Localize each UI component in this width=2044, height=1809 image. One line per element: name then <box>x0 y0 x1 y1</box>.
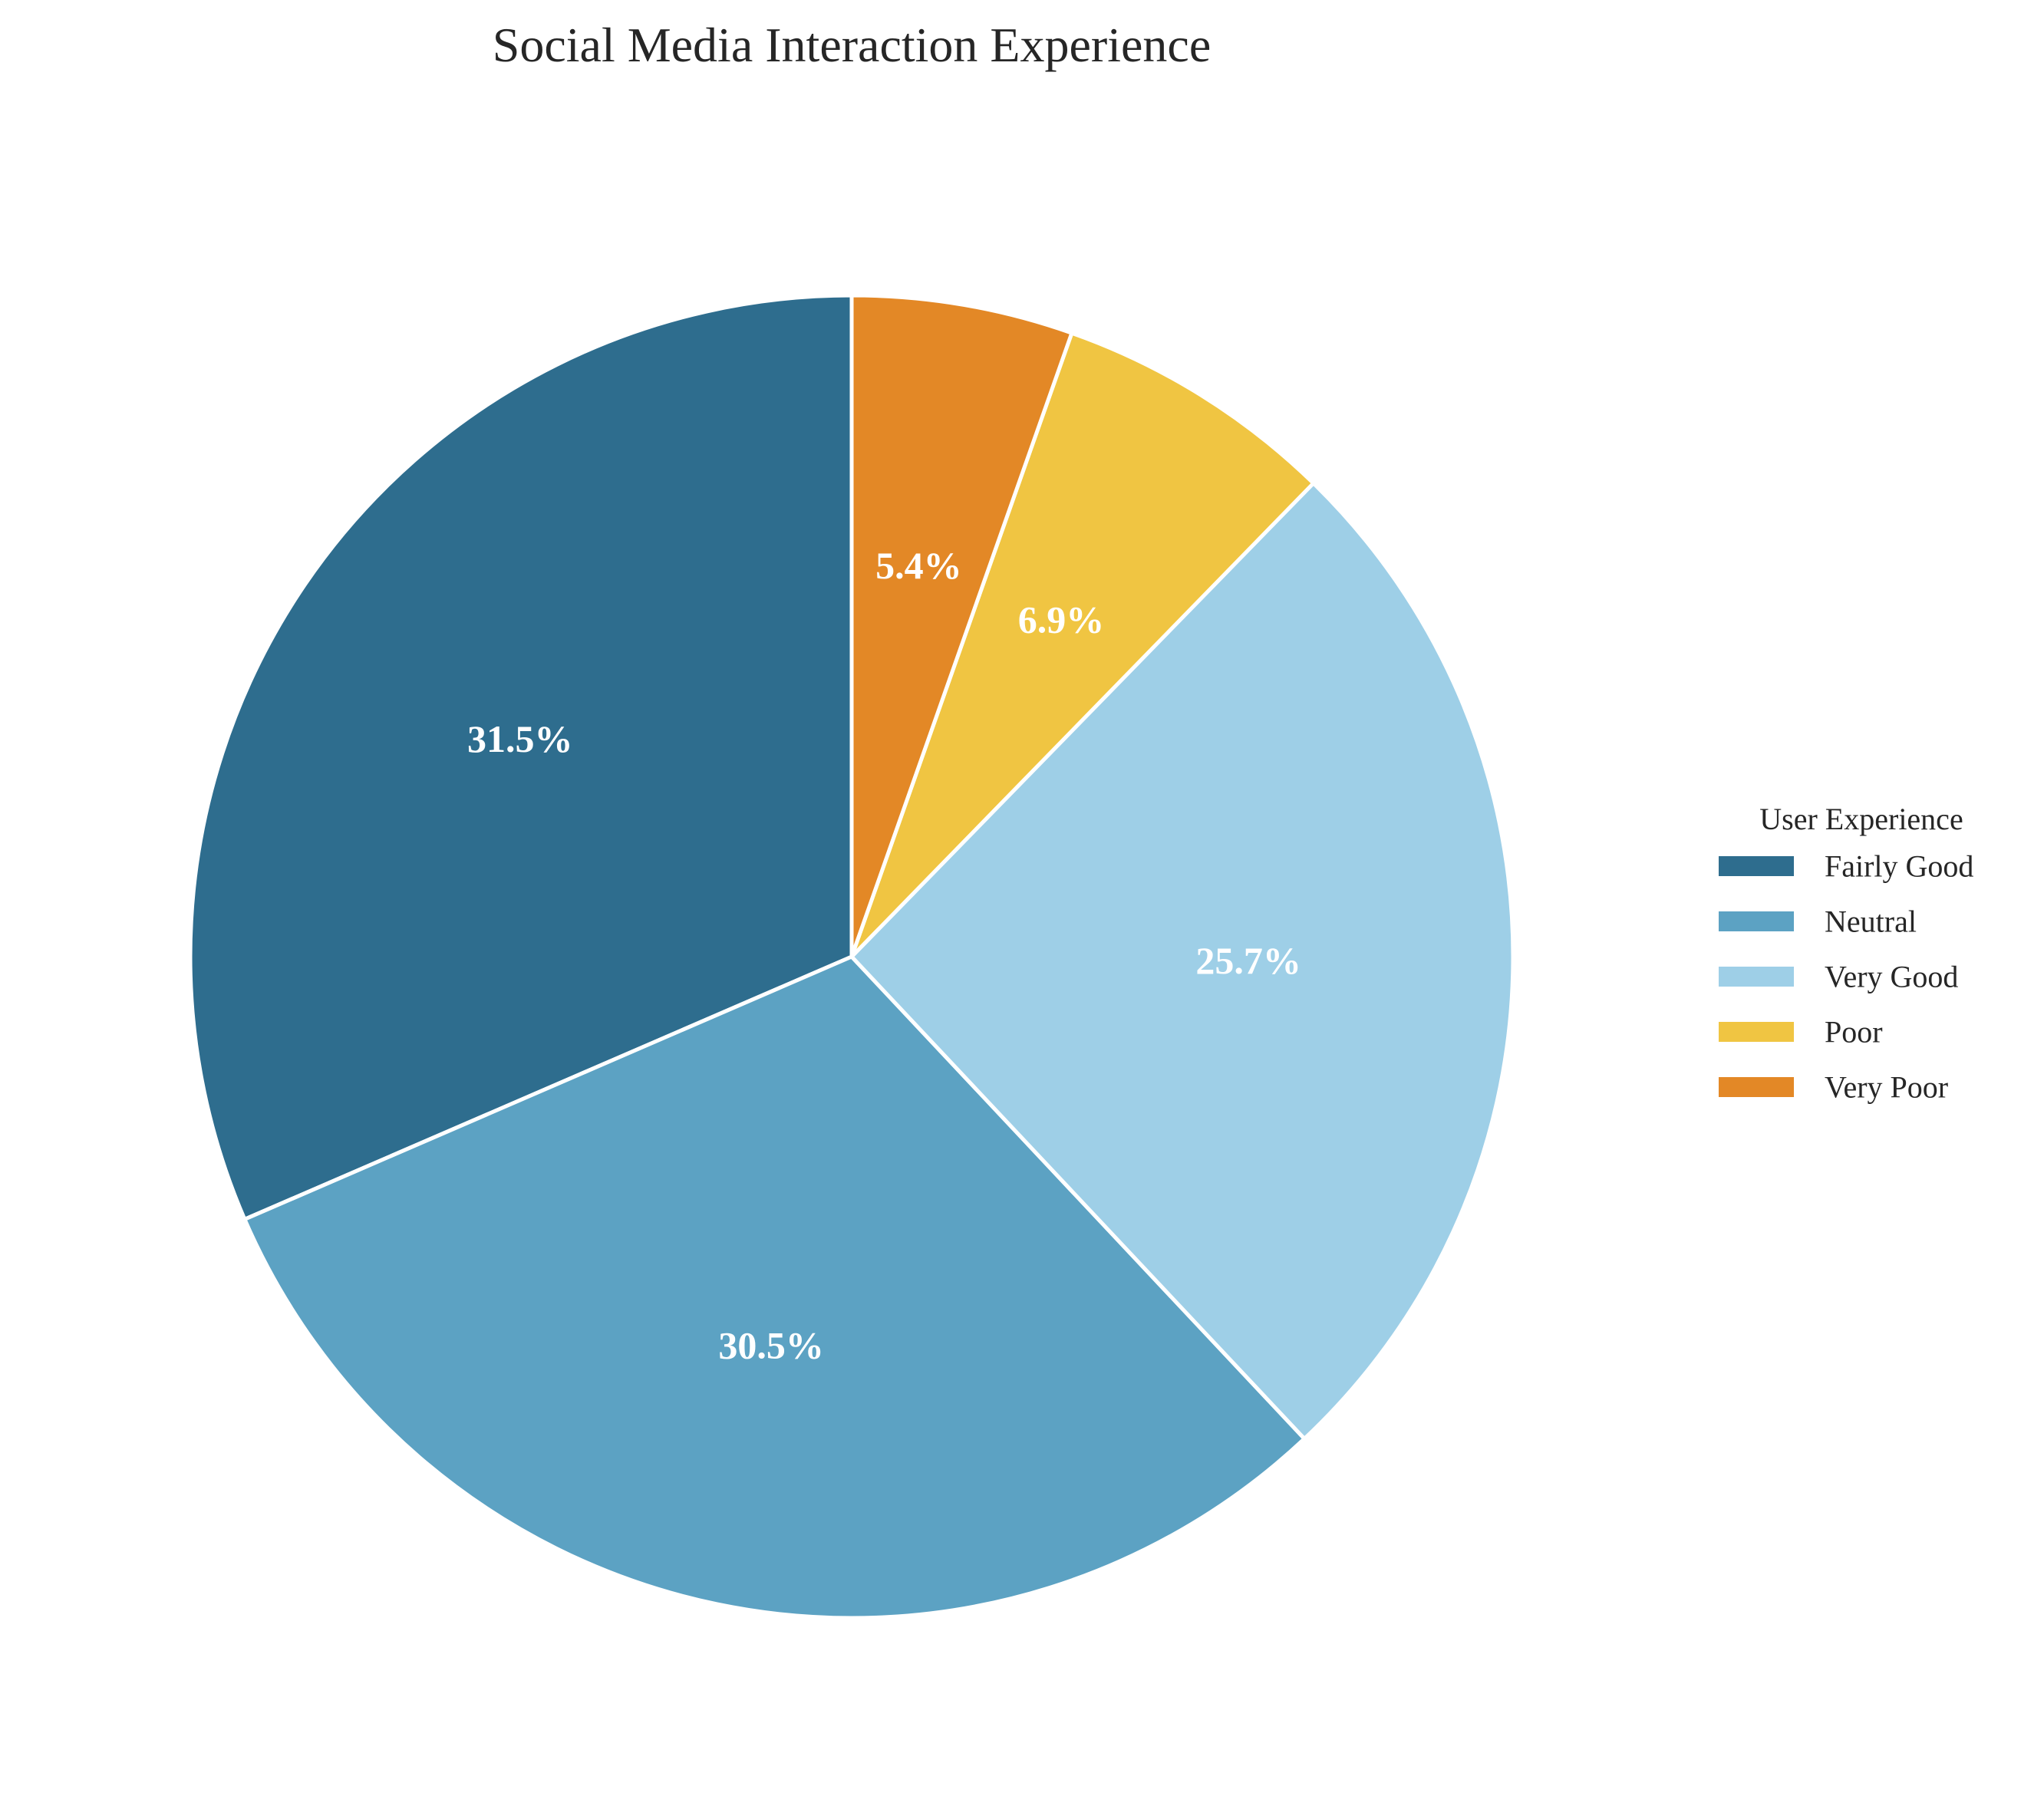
pie-slice-fairly-good <box>188 293 854 1221</box>
pie-value-labels: 31.5% 30.5% 25.7% 6.9% 5.4% <box>467 544 1301 1366</box>
legend-label-fairly-good: Fairly Good <box>1825 849 1973 884</box>
slice-value-label-very-poor: 5.4% <box>875 544 962 587</box>
pie-slice-neutral <box>242 954 1307 1620</box>
legend-swatch-very-good <box>1719 967 1794 987</box>
chart-title: Social Media Interaction Experience <box>493 18 1211 72</box>
pie-slice-poor <box>849 331 1316 959</box>
slice-value-label-poor: 6.9% <box>1018 598 1105 641</box>
pie-slice-very-poor <box>849 293 1074 959</box>
legend-title: User Experience <box>1759 802 1963 836</box>
legend-label-very-poor: Very Poor <box>1825 1070 1948 1105</box>
legend-swatch-very-poor <box>1719 1077 1794 1097</box>
pie-slices <box>188 293 1515 1620</box>
legend-label-poor: Poor <box>1825 1015 1883 1049</box>
slice-value-label-neutral: 30.5% <box>718 1323 824 1366</box>
slice-value-label-very-good: 25.7% <box>1195 939 1301 982</box>
legend-swatch-poor <box>1719 1022 1794 1042</box>
legend-swatch-fairly-good <box>1719 856 1794 876</box>
legend: User Experience Fairly Good Neutral Very G… <box>1719 802 1973 1105</box>
slice-value-label-fairly-good: 31.5% <box>467 717 573 760</box>
legend-label-neutral: Neutral <box>1825 904 1917 939</box>
legend-swatch-neutral <box>1719 911 1794 931</box>
pie-slice-very-good <box>849 481 1515 1441</box>
legend-label-very-good: Very Good <box>1825 960 1958 994</box>
